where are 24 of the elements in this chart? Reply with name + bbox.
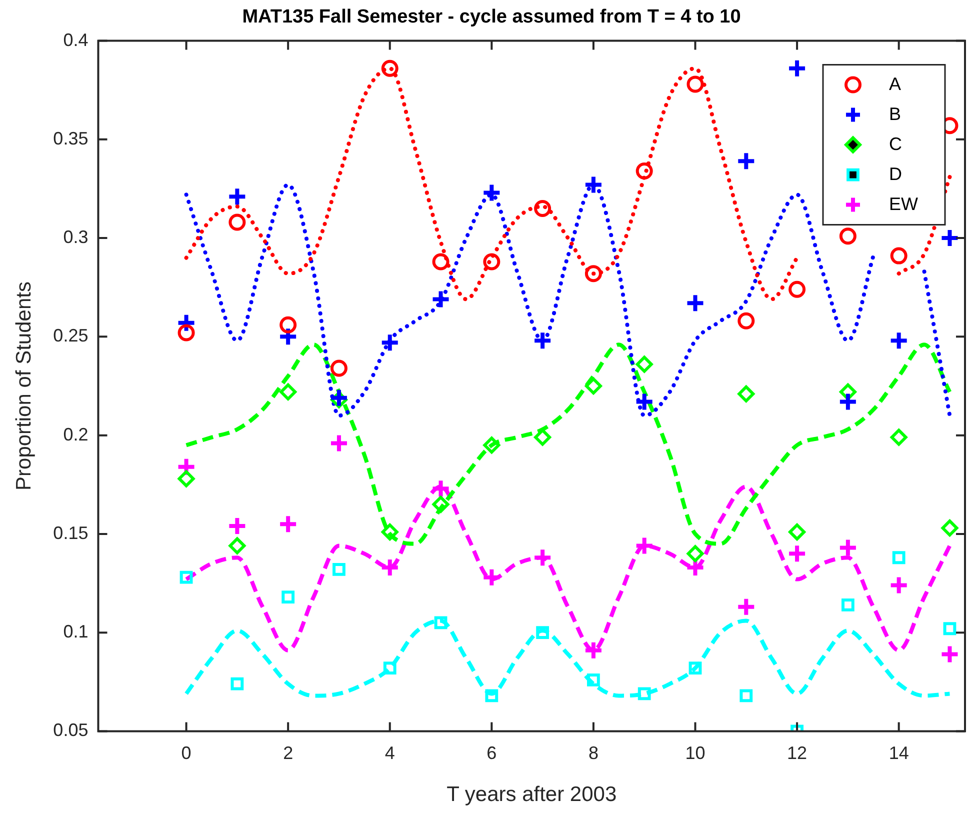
chart-title: MAT135 Fall Semester - cycle assumed from T = 4 to 10 xyxy=(242,6,741,28)
x-tick-label: 0 xyxy=(181,742,192,763)
y-tick-label: 0.1 xyxy=(63,622,88,642)
x-tick-label: 4 xyxy=(384,742,395,763)
y-axis-title: Proportion of Students xyxy=(12,282,36,490)
x-tick-label: 10 xyxy=(685,742,706,763)
x-tick-label: 6 xyxy=(486,742,497,763)
legend-label: A xyxy=(889,74,902,94)
x-tick-label: 12 xyxy=(787,742,808,763)
y-tick-label: 0.2 xyxy=(63,424,88,444)
x-tick-label: 14 xyxy=(888,742,909,763)
x-tick-label: 2 xyxy=(283,742,294,763)
x-axis-title: T years after 2003 xyxy=(446,783,617,806)
x-tick-label: 8 xyxy=(588,742,598,763)
y-tick-label: 0.15 xyxy=(53,522,88,543)
y-tick-label: 0.4 xyxy=(63,30,88,50)
legend-label: B xyxy=(889,104,902,124)
y-tick-label: 0.3 xyxy=(63,227,88,248)
legend-label: EW xyxy=(889,194,918,214)
legend-label: D xyxy=(889,164,902,184)
y-tick-label: 0.05 xyxy=(53,720,88,740)
y-tick-label: 0.35 xyxy=(53,128,88,148)
y-tick-label: 0.25 xyxy=(53,326,88,346)
legend-label: C xyxy=(889,134,902,154)
